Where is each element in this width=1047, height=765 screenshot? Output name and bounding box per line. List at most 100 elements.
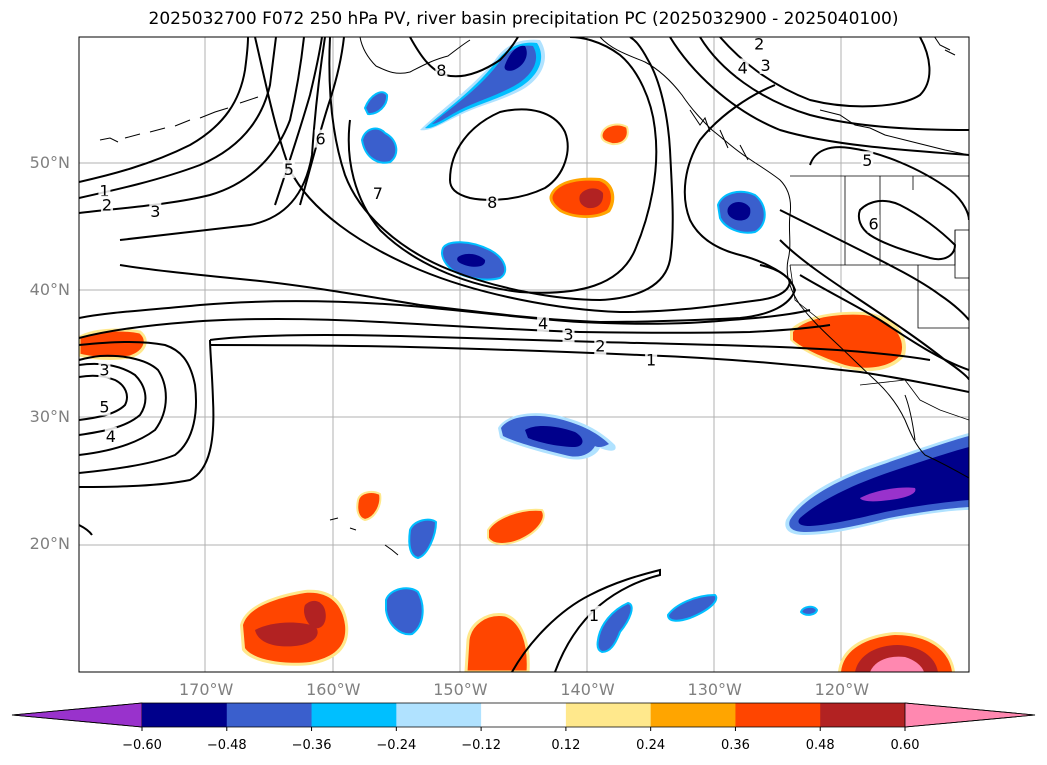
shade-small-orange [600, 123, 629, 146]
colorbar-tick-4: −0.12 [461, 738, 502, 753]
contour-label-18: 5 [862, 151, 872, 170]
contour-label-bg-5 [371, 184, 384, 203]
shade-blue-hawaii [408, 518, 437, 559]
contour-far-sw [79, 524, 93, 536]
colorbar-tick-7: 0.36 [720, 738, 750, 753]
contour-5-ne [809, 146, 969, 221]
map-frame [78, 36, 970, 673]
coastline-alaska [359, 37, 471, 74]
lon-label-4: 130°W [687, 680, 742, 699]
contour-4 [79, 300, 811, 325]
contour-2-ne [719, 37, 931, 108]
colorbar-segment-3 [311, 703, 397, 727]
contour-1 [209, 344, 969, 393]
contour-label-bg-12 [98, 360, 111, 379]
contour-label-bg-9 [562, 325, 575, 344]
contour-4-ne [669, 37, 969, 156]
colorbar-segment-9 [820, 703, 906, 727]
shade-small-blue-1 [364, 91, 389, 116]
contour-label-bg-10 [594, 336, 607, 355]
contour-3-north [79, 37, 305, 214]
lon-label-0: 170°W [178, 680, 234, 699]
shade-orange-bottom-145w [464, 613, 530, 672]
precipitation-shading [79, 39, 969, 672]
contour-label-bg-7 [486, 193, 499, 212]
lon-label-5: 120°W [814, 680, 870, 699]
contour-label-bg-4 [314, 129, 327, 148]
contour-label-17: 3 [760, 56, 770, 75]
contour-label-4: 6 [315, 130, 325, 149]
contour-label-bg-2 [149, 201, 162, 220]
contour-label-13: 5 [99, 398, 109, 417]
shade-blue-29n [498, 413, 616, 460]
shade-blue-15n [385, 587, 424, 636]
contour-6-mid [328, 37, 674, 302]
colorbar-segment-8 [735, 703, 821, 727]
contour-label-bg-8 [537, 313, 550, 332]
lat-label-1: 40°N [29, 280, 70, 299]
colorbar-tick-9: 0.60 [890, 738, 920, 753]
contour-label-bg-20 [587, 605, 600, 624]
contour-8-ring [448, 108, 569, 201]
contour-east-2 [779, 239, 969, 381]
contour-label-bg-19 [867, 214, 880, 233]
contour-east-3 [799, 274, 969, 371]
colorbar-tick-3: −0.24 [376, 738, 417, 753]
contour-label-bg-11 [645, 350, 658, 369]
lon-label-2: 150°W [433, 680, 488, 699]
colorbar-segment-6 [565, 703, 652, 727]
contour-label-bg-18 [861, 151, 874, 170]
contour-label-9: 3 [563, 325, 573, 344]
shade-blue-tiny [800, 605, 818, 616]
contour-label-12: 3 [99, 361, 109, 380]
colorbar-segment-1 [142, 703, 228, 727]
contour-8-north [409, 37, 519, 78]
contour-3-loop [119, 37, 326, 241]
contour-label-1: 2 [102, 196, 112, 215]
contour-label-bg-15 [753, 37, 766, 53]
colorbar-extend-low [11, 702, 143, 728]
colorbar-extend-high [904, 702, 1036, 728]
contour-label-5: 7 [373, 184, 383, 203]
contour-5-north [274, 37, 323, 206]
shade-orange-47n [549, 177, 615, 218]
contour-label-bg-16 [736, 58, 749, 77]
lat-label-3: 20°N [29, 534, 70, 553]
contour-label-8: 4 [538, 314, 548, 333]
shade-blue-46n [717, 190, 766, 234]
contour-2-north [79, 37, 277, 199]
colorbar-tick-2: −0.36 [291, 738, 332, 753]
contour-label-bg-0 [98, 181, 111, 200]
contour-label-16: 4 [738, 58, 748, 77]
contour-6-ne [857, 199, 957, 261]
contour-label-7: 8 [487, 193, 497, 212]
contour-label-10: 2 [595, 337, 605, 356]
contour-east-1 [779, 209, 969, 321]
contour-label-bg-14 [104, 426, 117, 445]
colorbar-tick-6: 0.24 [636, 738, 666, 753]
contour-2-lower [79, 340, 197, 474]
lon-label-3: 140°W [560, 680, 615, 699]
shade-orange-36n-west [79, 328, 147, 360]
contour-label-bg-6 [435, 61, 448, 80]
contour-7-ring [347, 37, 658, 294]
shade-blue-23n [785, 433, 969, 535]
contour-1-lower [79, 339, 215, 488]
shade-blue-42n [441, 241, 507, 281]
contour-label-bg-1 [100, 195, 113, 214]
contour-label-11: 1 [646, 351, 656, 370]
contour-label-19: 6 [869, 215, 879, 234]
contour-label-3: 5 [284, 160, 294, 179]
shade-orange-22n [487, 508, 545, 545]
contour-3-ne [699, 37, 969, 131]
coastlines [99, 37, 969, 556]
contour-label-2: 3 [150, 202, 160, 221]
lon-label-1: 160°W [306, 680, 361, 699]
contour-label-6: 8 [436, 61, 446, 80]
shade-orange-hawaii [356, 491, 382, 521]
colorbar-segment-7 [650, 703, 736, 727]
lat-label-2: 30°N [29, 407, 70, 426]
colorbar-segment-2 [226, 703, 313, 727]
